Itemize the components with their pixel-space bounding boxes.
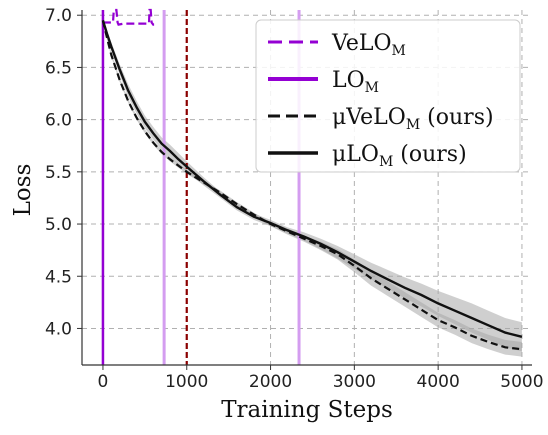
y-tick-label-5: 6.5 bbox=[45, 58, 72, 78]
x-axis-ticks: 0 1000 2000 3000 4000 5000 bbox=[98, 365, 544, 392]
confidence-bands bbox=[102, 18, 522, 357]
legend: VeLOM LOM μVeLOM (ours) μLOM (ours) bbox=[255, 19, 521, 173]
x-tick-label-5: 5000 bbox=[500, 372, 543, 392]
x-tick-label-2: 2000 bbox=[249, 372, 292, 392]
y-tick-label-3: 5.5 bbox=[45, 163, 72, 183]
y-tick-label-1: 4.5 bbox=[45, 267, 72, 287]
series-lines bbox=[101, 8, 523, 351]
x-tick-label-1: 1000 bbox=[165, 372, 208, 392]
legend-box bbox=[255, 19, 521, 173]
legend-label-mu-lo: μLOM (ours) bbox=[332, 142, 467, 170]
legend-label-lo: LOM bbox=[332, 68, 379, 96]
x-tick-label-4: 4000 bbox=[417, 372, 460, 392]
x-axis-title: Training Steps bbox=[221, 397, 393, 423]
x-tick-label-3: 3000 bbox=[333, 372, 376, 392]
y-tick-label-6: 7.0 bbox=[45, 6, 72, 26]
mu-lo-line bbox=[101, 20, 523, 338]
legend-label-velo: VeLOM bbox=[331, 31, 406, 59]
x-tick-label-0: 0 bbox=[98, 372, 109, 392]
velo-line bbox=[102, 8, 155, 26]
y-tick-label-0: 4.0 bbox=[45, 319, 72, 339]
axes bbox=[81, 10, 532, 366]
y-tick-label-4: 6.0 bbox=[45, 111, 72, 131]
legend-label-mu-velo: μVeLOM (ours) bbox=[332, 105, 494, 133]
y-axis-ticks: 4.0 4.5 5.0 5.5 6.0 6.5 7.0 bbox=[45, 6, 82, 339]
y-axis-title: Loss bbox=[10, 164, 36, 217]
y-tick-label-2: 5.0 bbox=[45, 215, 72, 235]
band-mu-lo bbox=[102, 18, 522, 352]
